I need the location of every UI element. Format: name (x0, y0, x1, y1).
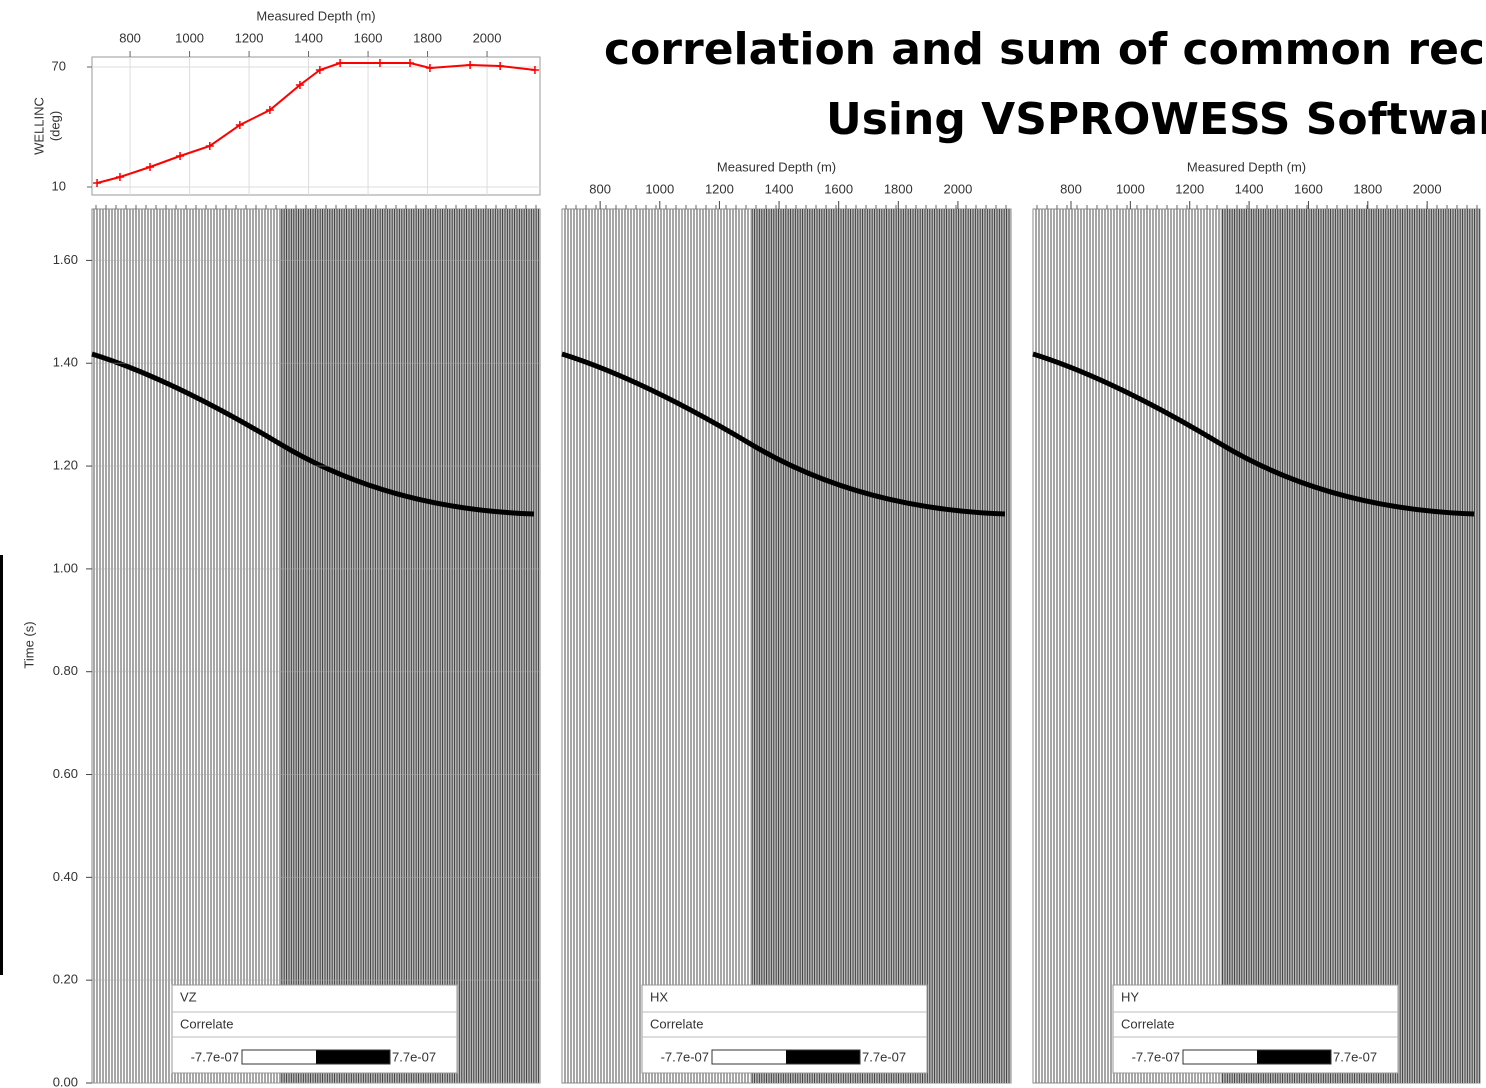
x-tick-label: 800 (589, 181, 611, 196)
x-tick-label: 1200 (705, 181, 734, 196)
legend-component: HY (1121, 989, 1139, 1004)
y-tick-label: 1.40 (53, 355, 78, 370)
x-axis-label: Measured Depth (m) (717, 159, 836, 174)
data-point (336, 59, 345, 67)
colorbar-label: 7.7e-07 (862, 1049, 906, 1064)
trace-area-dense (280, 209, 540, 1083)
x-tick-label: 1000 (645, 181, 674, 196)
data-point (466, 61, 475, 69)
x-tick-label: 1800 (413, 30, 442, 45)
colorbar (1182, 1049, 1332, 1065)
legend-box (1112, 984, 1399, 1074)
legend-process: Correlate (650, 1016, 703, 1031)
data-point (375, 59, 384, 67)
trace-area-dense (1220, 209, 1480, 1083)
data-point (406, 59, 415, 67)
data-point (265, 106, 274, 114)
title-line: Using VSPROWESS Softwar (826, 94, 1486, 145)
first-arrival (561, 351, 1006, 517)
x-tick-label: 1800 (1353, 181, 1382, 196)
legend-component: HX (650, 989, 668, 1004)
data-point (205, 142, 214, 150)
inclination-line (96, 62, 536, 184)
y-tick-label: 10 (52, 178, 66, 193)
colorbar-label: 7.7e-07 (1333, 1049, 1377, 1064)
y-tick-label: 0.40 (53, 869, 78, 884)
colorbar-label: 7.7e-07 (392, 1049, 436, 1064)
y-axis-label: WELLINC (31, 97, 46, 155)
data-point (295, 81, 304, 89)
x-tick-label: 2000 (943, 181, 972, 196)
title-line: correlation and sum of common rece (604, 24, 1486, 75)
x-tick-label: 1200 (235, 30, 264, 45)
x-tick-label: 2000 (473, 30, 502, 45)
legend-process: Correlate (180, 1016, 233, 1031)
x-tick-label: 1800 (884, 181, 913, 196)
colorbar-label: -7.7e-07 (661, 1049, 709, 1064)
data-point (496, 62, 505, 70)
y-tick-label: 1.20 (53, 457, 78, 472)
y-tick-label: 0.80 (53, 663, 78, 678)
x-tick-label: 1200 (1175, 181, 1204, 196)
x-tick-label: 2000 (1413, 181, 1442, 196)
data-point (315, 66, 324, 74)
x-tick-label: 1600 (824, 181, 853, 196)
data-point (93, 179, 102, 187)
x-axis-label: Measured Depth (m) (1187, 159, 1306, 174)
colorbar-label: -7.7e-07 (191, 1049, 239, 1064)
y-axis-label: (deg) (47, 111, 62, 141)
plot-area (91, 56, 541, 196)
data-point (115, 173, 124, 181)
first-arrival (91, 351, 535, 517)
x-tick-label: 1000 (1116, 181, 1145, 196)
x-tick-label: 1400 (765, 181, 794, 196)
x-tick-label: 1000 (175, 30, 204, 45)
x-axis-label: Measured Depth (m) (256, 8, 375, 23)
x-tick-label: 1400 (1235, 181, 1264, 196)
data-point (146, 163, 155, 171)
x-tick-label: 800 (1060, 181, 1082, 196)
y-tick-label: 0.20 (53, 972, 78, 987)
data-point (425, 64, 434, 72)
y-tick-label: 1.60 (53, 252, 78, 267)
colorbar (241, 1049, 391, 1065)
y-tick-label: 1.00 (53, 560, 78, 575)
y-axis-label: Time (s) (21, 621, 36, 668)
data-point (235, 121, 244, 129)
y-tick-label: 0.00 (53, 1074, 78, 1088)
legend-component: VZ (180, 989, 197, 1004)
colorbar (711, 1049, 861, 1065)
data-point (530, 66, 539, 74)
x-tick-label: 1600 (1294, 181, 1323, 196)
x-tick-label: 800 (119, 30, 141, 45)
first-arrival (1032, 351, 1475, 517)
legend-process: Correlate (1121, 1016, 1174, 1031)
colorbar-label: -7.7e-07 (1132, 1049, 1180, 1064)
trace-area-dense (750, 209, 1011, 1083)
y-tick-label: 70 (52, 58, 66, 73)
x-tick-label: 1400 (294, 30, 323, 45)
data-point (176, 152, 185, 160)
x-tick-label: 1600 (354, 30, 383, 45)
edge-bar (0, 555, 3, 975)
y-tick-label: 0.60 (53, 766, 78, 781)
